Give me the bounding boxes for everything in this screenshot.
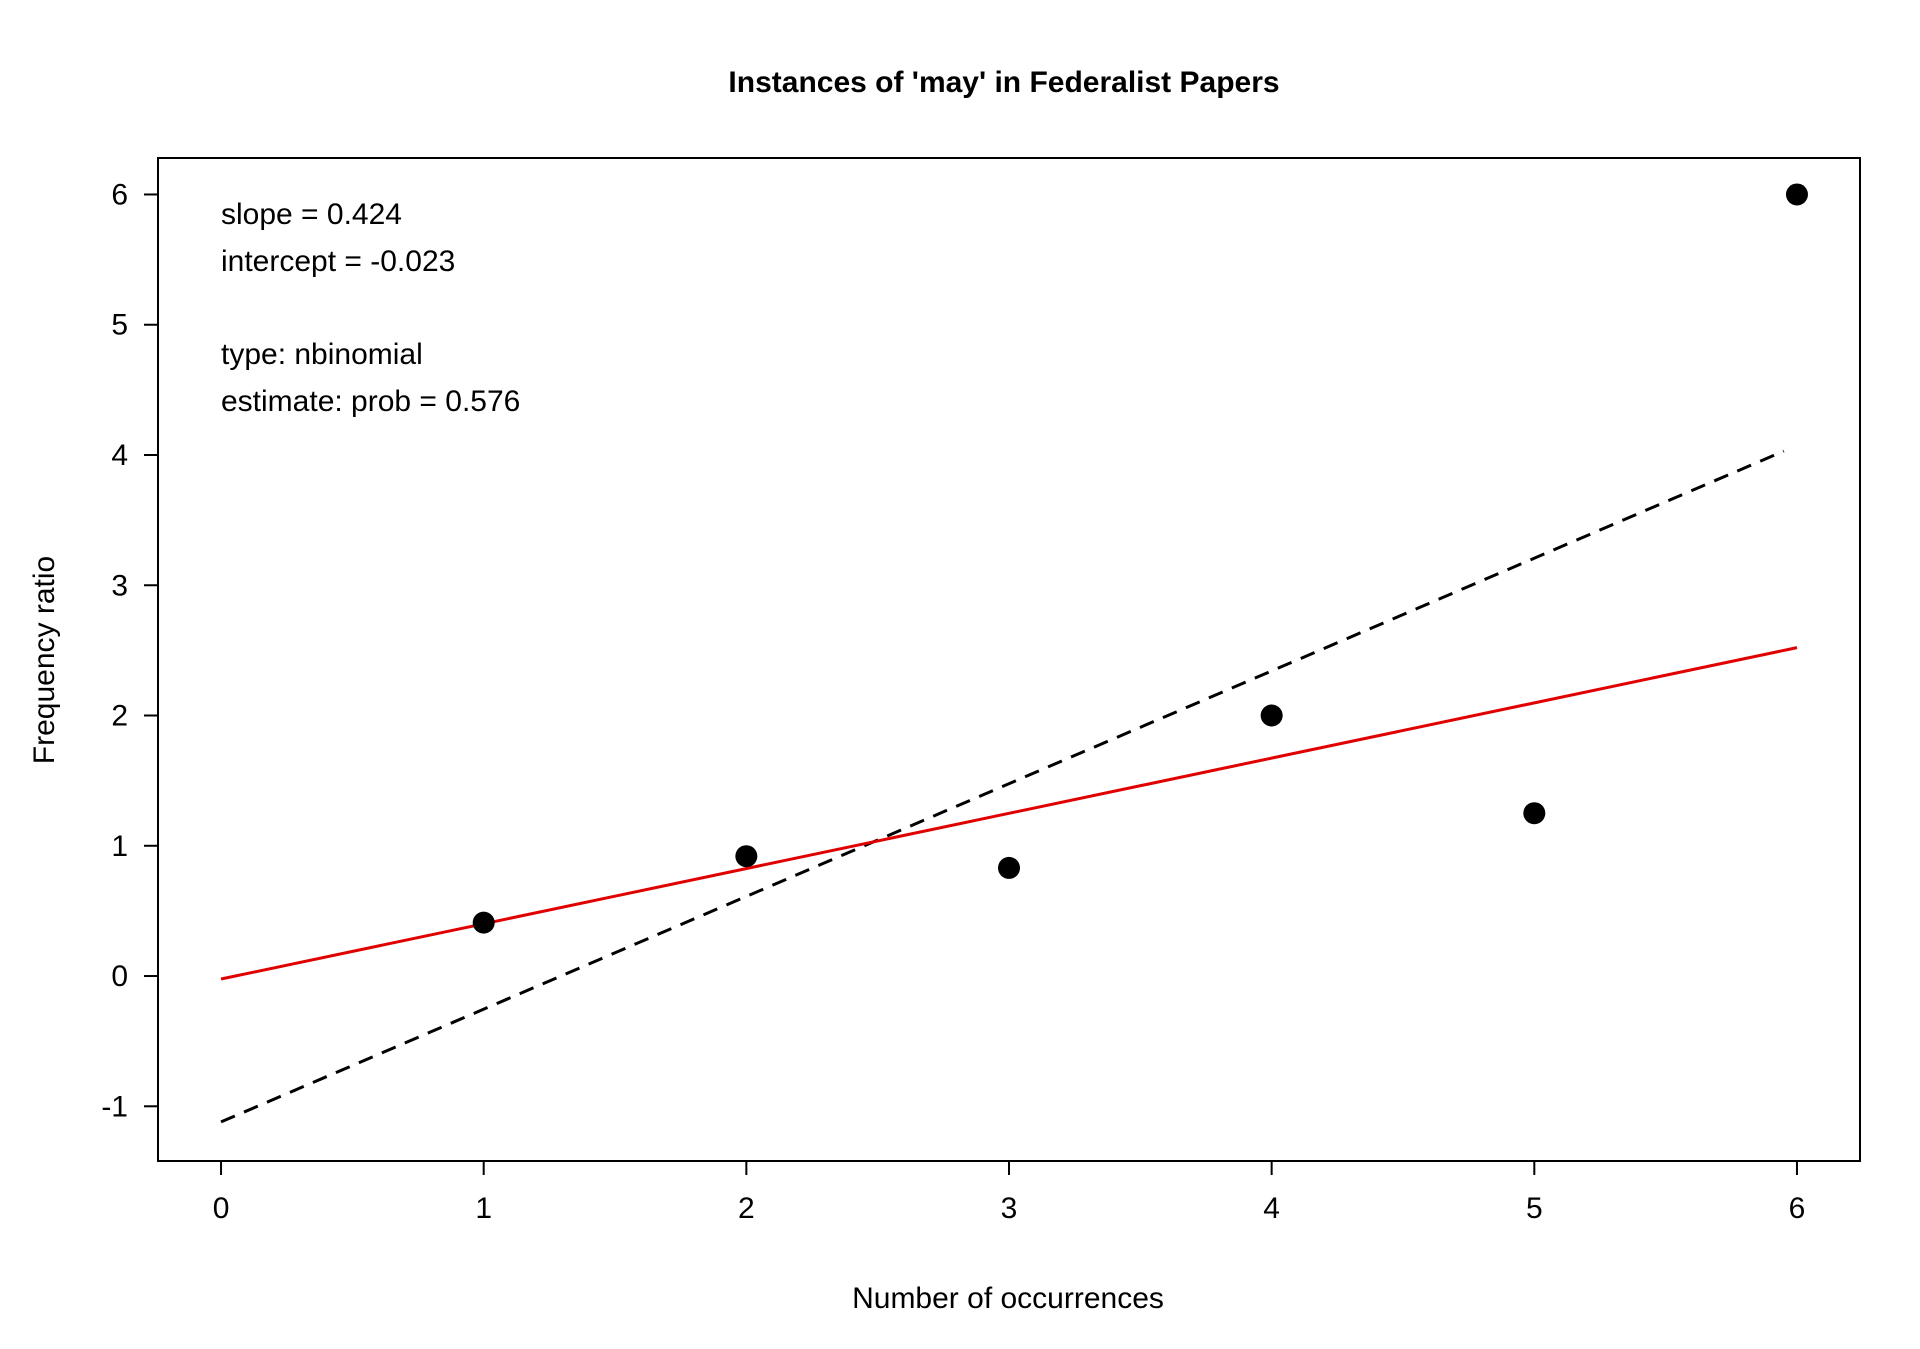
x-tick-label: 1 — [475, 1192, 492, 1225]
data-point — [1785, 183, 1808, 206]
annotation-intercept: intercept = -0.023 — [221, 245, 455, 278]
x-tick-label: 6 — [1789, 1192, 1806, 1225]
data-point — [735, 845, 758, 868]
x-tick-label: 3 — [1001, 1192, 1018, 1225]
x-axis: 0 1 2 3 4 5 6 — [213, 1160, 1806, 1225]
y-tick-label: 1 — [111, 830, 128, 863]
annotations: slope = 0.424 intercept = -0.023 type: n… — [221, 198, 520, 418]
data-point — [1523, 802, 1546, 825]
data-point — [998, 856, 1020, 879]
annotation-slope: slope = 0.424 — [221, 198, 402, 231]
x-tick-label: 2 — [738, 1192, 755, 1225]
x-axis-label: Number of occurrences — [852, 1282, 1164, 1315]
x-tick-label: 0 — [213, 1192, 230, 1225]
data-point — [472, 911, 495, 934]
y-tick-label: 5 — [111, 309, 128, 342]
annotation-estimate: estimate: prob = 0.576 — [221, 385, 520, 418]
annotation-type: type: nbinomial — [221, 338, 423, 371]
y-axis-label: Frequency ratio — [28, 556, 61, 764]
y-tick-label: 6 — [111, 178, 128, 211]
x-tick-label: 4 — [1263, 1192, 1280, 1225]
x-tick-label: 5 — [1526, 1192, 1543, 1225]
y-tick-label: 2 — [111, 700, 128, 733]
chart-title: Instances of 'may' in Federalist Papers — [728, 66, 1279, 99]
y-tick-label: -1 — [101, 1090, 128, 1123]
plot-frame — [157, 157, 1861, 1162]
data-point — [1260, 704, 1283, 727]
data-points — [472, 183, 1808, 934]
y-tick-label: 0 — [111, 960, 128, 993]
y-tick-label: 4 — [111, 439, 128, 472]
y-tick-label: 3 — [111, 569, 128, 602]
fit-lines — [220, 449, 1798, 1124]
solid-fit-line — [220, 646, 1798, 981]
y-axis: -1 0 1 2 3 4 5 6 — [101, 178, 159, 1123]
dashed-fit-line — [220, 449, 1785, 1124]
